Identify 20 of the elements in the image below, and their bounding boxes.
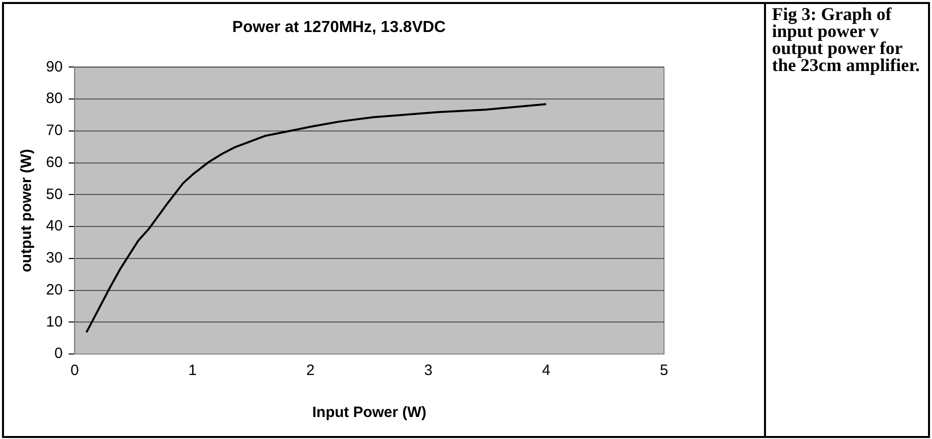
x-tick-label: 3 bbox=[424, 362, 432, 380]
y-tick-label: 10 bbox=[46, 313, 63, 330]
x-tick-label: 2 bbox=[306, 362, 315, 380]
y-tick-label: 80 bbox=[46, 90, 63, 108]
y-tick-label: 40 bbox=[46, 218, 63, 235]
x-tick-label: 4 bbox=[542, 362, 550, 380]
x-tick-label: 1 bbox=[188, 362, 197, 380]
y-tick-label: 50 bbox=[46, 186, 63, 203]
y-tick-label: 30 bbox=[46, 250, 63, 267]
y-tick-label: 0 bbox=[54, 345, 63, 362]
y-tick-label: 70 bbox=[46, 122, 63, 140]
y-tick-label: 20 bbox=[46, 281, 63, 298]
x-axis-title: Input Power (W) bbox=[312, 404, 426, 422]
y-tick-label: 60 bbox=[46, 154, 63, 171]
x-tick-label: 0 bbox=[70, 362, 79, 380]
x-tick-label: 5 bbox=[660, 362, 668, 380]
y-axis-title: output power (W) bbox=[18, 148, 36, 272]
caption: Fig 3: Graph of input power v output power for the 23cm amplifier. bbox=[771, 4, 921, 77]
y-tick-label: 90 bbox=[46, 58, 63, 76]
chart-title: Power at 1270MHz, 13.8VDC bbox=[232, 19, 446, 36]
